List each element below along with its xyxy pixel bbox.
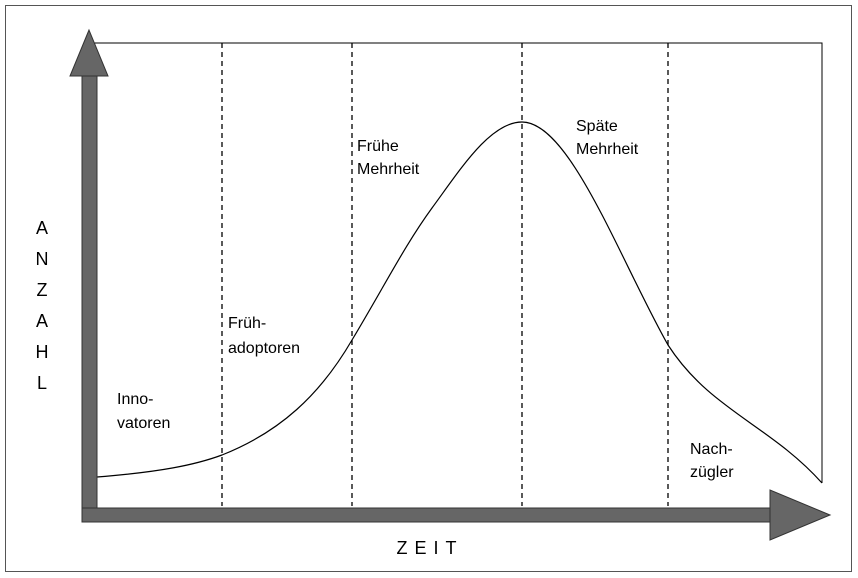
segment-label: zügler — [690, 464, 734, 481]
segment-label: Mehrheit — [576, 141, 639, 158]
segment-label: Früh- — [228, 315, 266, 332]
segment-dividers — [221, 43, 669, 506]
segment-label: Nach- — [690, 441, 733, 458]
y-axis-arrow — [69, 28, 109, 77]
segment-label: Inno- — [117, 391, 153, 408]
segment-label: Frühe — [357, 138, 399, 155]
segment-label: vatoren — [117, 415, 170, 432]
y-axis-label: ANZAHL — [32, 218, 52, 404]
x-axis-arrow — [769, 489, 832, 541]
x-axis-bar — [81, 507, 775, 523]
y-axis-bar — [81, 71, 98, 523]
frame — [5, 5, 852, 572]
segment-label: Späte — [576, 118, 618, 135]
segment-labels: Inno- vatoren Früh- adoptoren Frühe Mehr… — [117, 118, 734, 481]
x-axis-label: ZEIT — [396, 538, 464, 558]
segment-label: Mehrheit — [357, 161, 420, 178]
plot-border — [88, 42, 823, 483]
segment-label: adoptoren — [228, 340, 300, 357]
adoption-curve — [96, 121, 823, 484]
